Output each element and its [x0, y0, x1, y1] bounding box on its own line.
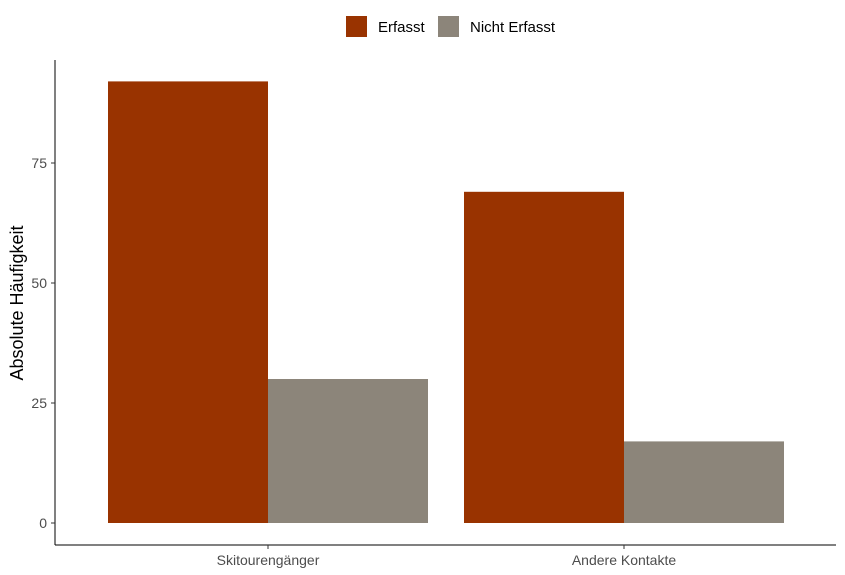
x-tick-label: Andere Kontakte	[572, 552, 677, 568]
legend-label-nicht-erfasst: Nicht Erfasst	[470, 19, 556, 36]
bar-nicht-erfasst-skitourenganger	[268, 379, 428, 523]
y-tick-label: 75	[31, 155, 47, 171]
legend-label-erfasst: Erfasst	[378, 19, 426, 36]
legend: Erfasst Nicht Erfasst	[346, 16, 556, 37]
y-axis-title: Absolute Häufigkeit	[7, 225, 27, 380]
y-tick-label: 0	[39, 515, 47, 531]
y-tick-label: 25	[31, 395, 47, 411]
axes: 0 25 50 75 Skitourengänger Andere Kontakte	[31, 60, 836, 568]
legend-key-erfasst	[346, 16, 367, 37]
bar-erfasst-andere-kontakte	[464, 191, 624, 524]
bar-erfasst-skitourenganger	[108, 81, 268, 524]
x-tick-label: Skitourengänger	[217, 552, 320, 568]
bar-nicht-erfasst-andere-kontakte	[624, 441, 784, 523]
legend-key-nicht-erfasst	[438, 16, 459, 37]
y-tick-label: 50	[31, 275, 47, 291]
bars	[108, 81, 784, 524]
